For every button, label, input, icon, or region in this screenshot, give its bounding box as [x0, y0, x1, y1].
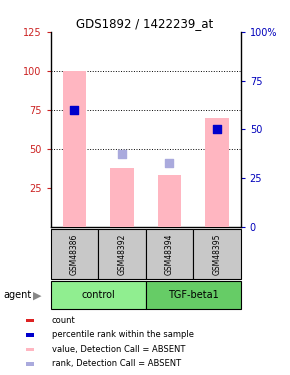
Bar — [157, 176, 181, 227]
Point — [215, 126, 219, 132]
Text: value, Detection Call = ABSENT: value, Detection Call = ABSENT — [52, 345, 185, 354]
Bar — [51, 281, 146, 309]
Bar — [146, 281, 241, 309]
Text: TGF-beta1: TGF-beta1 — [168, 290, 219, 300]
Text: GSM48392: GSM48392 — [117, 233, 126, 275]
Text: GDS1892 / 1422239_at: GDS1892 / 1422239_at — [76, 17, 214, 30]
Text: agent: agent — [3, 290, 31, 300]
Text: ▶: ▶ — [33, 290, 42, 300]
Bar — [51, 229, 98, 279]
Text: count: count — [52, 316, 75, 325]
Text: control: control — [81, 290, 115, 300]
Text: rank, Detection Call = ABSENT: rank, Detection Call = ABSENT — [52, 360, 181, 369]
Bar — [146, 229, 193, 279]
Point — [120, 150, 124, 156]
Text: GSM48386: GSM48386 — [70, 233, 79, 275]
Bar — [63, 71, 86, 227]
Bar — [205, 118, 229, 227]
Bar — [110, 168, 134, 227]
Point — [167, 160, 172, 166]
Bar — [26, 333, 34, 336]
Bar — [26, 362, 34, 366]
Text: GSM48394: GSM48394 — [165, 233, 174, 275]
Text: percentile rank within the sample: percentile rank within the sample — [52, 330, 194, 339]
Point — [72, 107, 77, 113]
Text: GSM48395: GSM48395 — [213, 233, 222, 275]
Bar — [193, 229, 241, 279]
Bar — [26, 319, 34, 322]
Bar — [98, 229, 146, 279]
Bar — [26, 348, 34, 351]
